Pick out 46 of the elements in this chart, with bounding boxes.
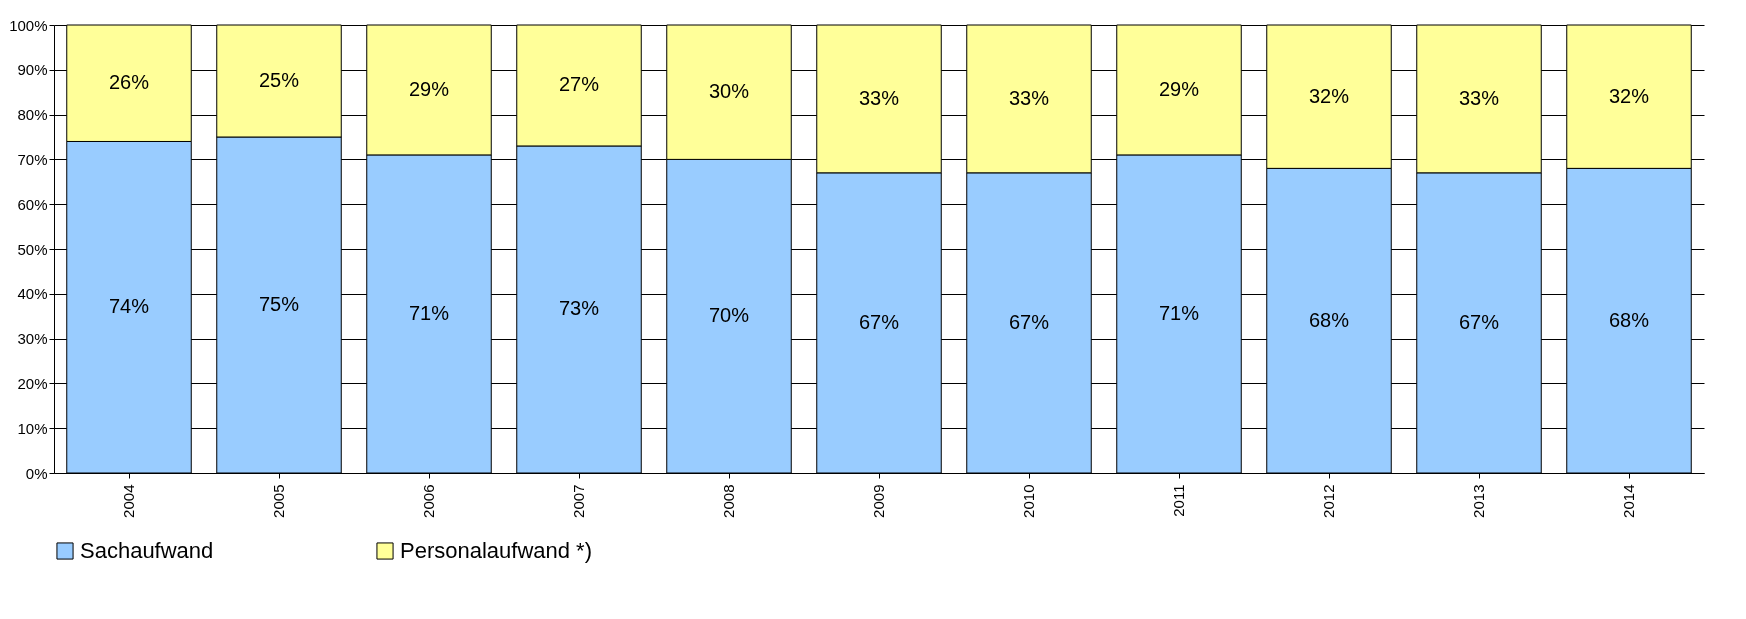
y-tick-label: 60% [17,195,48,213]
data-label: 26% [108,71,150,94]
data-label: 30% [708,80,750,103]
y-tick-label: 80% [17,106,48,124]
data-label: 68% [1308,308,1350,331]
data-label: 71% [1158,301,1200,324]
y-tick-label: 50% [17,240,48,258]
data-label: 25% [258,69,300,91]
legend-label: Personalaufwand *) [400,538,593,563]
y-tick-label: 20% [17,374,48,392]
data-label: 33% [1008,86,1050,109]
x-tick-label: 2010 [1020,484,1037,518]
y-tick-label: 100% [9,16,48,34]
x-tick-label: 2008 [720,484,737,518]
x-tick-label: 2014 [1620,484,1637,518]
data-label: 67% [1008,310,1050,333]
x-tick-label: 2009 [870,484,887,518]
data-label: 71% [408,301,450,324]
data-label: 70% [708,304,750,327]
x-tick-label: 2006 [420,484,437,518]
data-label: 32% [1308,84,1350,107]
data-label: 27% [558,73,600,96]
data-label: 33% [858,86,900,109]
legend-label: Sachaufwand [80,538,214,563]
data-label: 33% [1458,86,1500,109]
x-tick-label: 2013 [1470,484,1487,518]
data-label: 67% [858,310,900,333]
y-tick-label: 30% [17,330,48,348]
data-label: 68% [1608,308,1650,331]
y-tick-label: 40% [17,285,48,303]
data-label: 74% [108,295,150,318]
data-label: 67% [1458,310,1500,333]
x-tick-label: 2004 [120,484,137,518]
data-label: 29% [408,77,450,100]
data-label: 75% [258,293,300,315]
x-tick-label: 2007 [570,484,587,518]
y-tick-label: 0% [25,464,48,482]
y-tick-label: 90% [17,61,48,79]
y-tick-label: 10% [17,419,48,437]
y-tick-label: 70% [17,150,48,168]
x-tick-label: 2011 [1170,484,1187,517]
x-tick-label: 2012 [1320,484,1337,518]
data-label: 29% [1158,77,1200,100]
data-label: 32% [1608,84,1650,107]
data-label: 73% [558,297,600,320]
x-tick-label: 2005 [270,484,287,518]
